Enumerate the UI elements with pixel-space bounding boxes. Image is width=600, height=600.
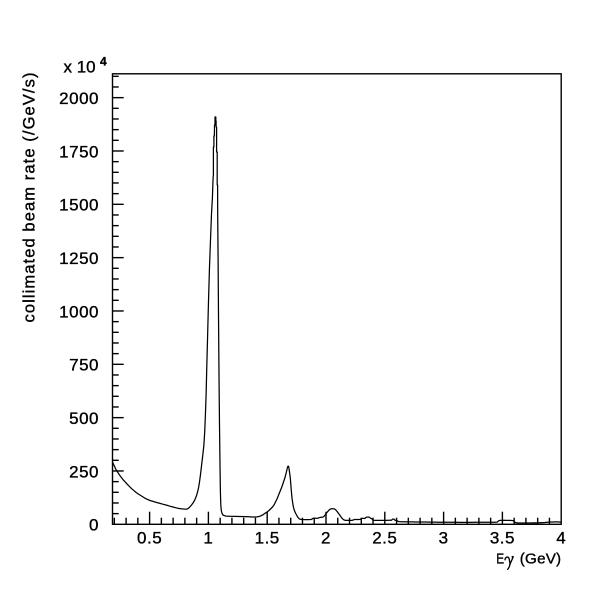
svg-text:0: 0 <box>89 516 99 535</box>
svg-text:3: 3 <box>439 529 449 548</box>
svg-text:1000: 1000 <box>59 302 99 321</box>
svg-text:750: 750 <box>69 356 99 375</box>
svg-text:1500: 1500 <box>59 196 99 215</box>
svg-text:500: 500 <box>69 409 99 428</box>
svg-text:(GeV): (GeV) <box>520 550 562 567</box>
svg-text:2.5: 2.5 <box>372 529 397 548</box>
svg-text:4: 4 <box>556 529 566 548</box>
svg-text:1.5: 1.5 <box>255 529 280 548</box>
svg-text:E: E <box>496 550 504 567</box>
svg-text:1250: 1250 <box>59 249 99 268</box>
svg-text:0.5: 0.5 <box>137 529 162 548</box>
svg-text:1750: 1750 <box>59 142 99 161</box>
svg-text:collimated beam rate (/GeV/s): collimated beam rate (/GeV/s) <box>21 71 39 322</box>
svg-text:2000: 2000 <box>59 89 99 108</box>
svg-text:4: 4 <box>100 55 107 69</box>
svg-text:1: 1 <box>203 529 213 548</box>
svg-text:2: 2 <box>321 529 331 548</box>
svg-text:250: 250 <box>69 462 99 481</box>
svg-text:3.5: 3.5 <box>490 529 515 548</box>
svg-text:x 10: x 10 <box>64 57 96 76</box>
